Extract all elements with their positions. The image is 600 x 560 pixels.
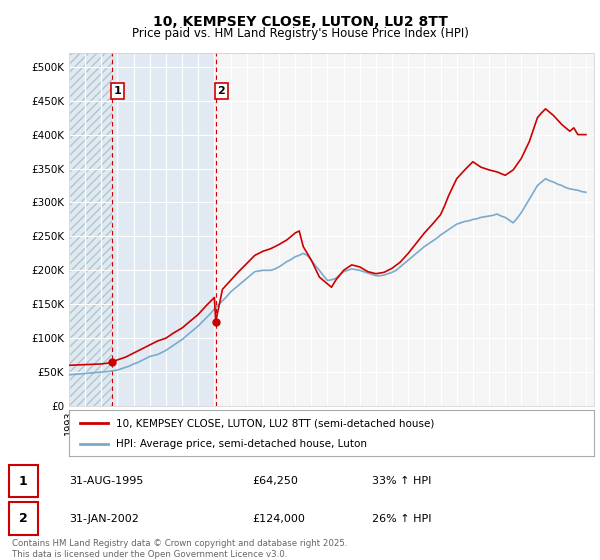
Text: 10, KEMPSEY CLOSE, LUTON, LU2 8TT: 10, KEMPSEY CLOSE, LUTON, LU2 8TT [152, 15, 448, 29]
Bar [69, 53, 112, 406]
FancyBboxPatch shape [9, 465, 38, 497]
Bar [69, 53, 112, 406]
Bar [112, 53, 215, 406]
Text: 2: 2 [19, 512, 28, 525]
Text: 1: 1 [19, 474, 28, 488]
Text: £64,250: £64,250 [252, 476, 298, 486]
Text: HPI: Average price, semi-detached house, Luton: HPI: Average price, semi-detached house,… [116, 438, 367, 449]
Text: Price paid vs. HM Land Registry's House Price Index (HPI): Price paid vs. HM Land Registry's House … [131, 27, 469, 40]
Text: Contains HM Land Registry data © Crown copyright and database right 2025.
This d: Contains HM Land Registry data © Crown c… [12, 539, 347, 559]
Text: 31-AUG-1995: 31-AUG-1995 [69, 476, 143, 486]
Text: 33% ↑ HPI: 33% ↑ HPI [372, 476, 431, 486]
FancyBboxPatch shape [9, 502, 38, 535]
Text: 31-JAN-2002: 31-JAN-2002 [69, 514, 139, 524]
Text: 10, KEMPSEY CLOSE, LUTON, LU2 8TT (semi-detached house): 10, KEMPSEY CLOSE, LUTON, LU2 8TT (semi-… [116, 418, 434, 428]
Text: £124,000: £124,000 [252, 514, 305, 524]
Text: 2: 2 [217, 86, 225, 96]
Text: 1: 1 [113, 86, 121, 96]
Text: 26% ↑ HPI: 26% ↑ HPI [372, 514, 431, 524]
